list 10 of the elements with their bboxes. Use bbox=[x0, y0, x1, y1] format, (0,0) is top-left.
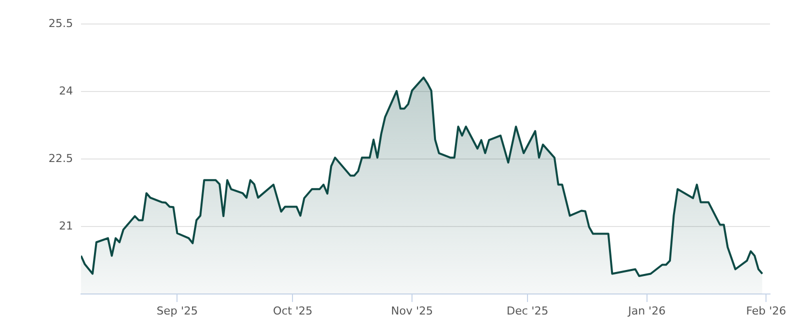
x-tick-label: Sep '25 bbox=[156, 304, 198, 318]
x-tick-label: Feb '26 bbox=[746, 304, 786, 318]
x-tick-label: Nov '25 bbox=[391, 304, 434, 318]
x-tick-label: Jan '26 bbox=[627, 304, 666, 318]
x-tick-label: Dec '25 bbox=[506, 304, 548, 318]
y-tick-label: 22.5 bbox=[48, 152, 73, 165]
x-tick-label: Oct '25 bbox=[272, 304, 312, 318]
y-tick-label: 21 bbox=[59, 219, 73, 232]
y-tick-label: 25.5 bbox=[48, 16, 73, 30]
y-tick-label: 24 bbox=[59, 84, 73, 98]
